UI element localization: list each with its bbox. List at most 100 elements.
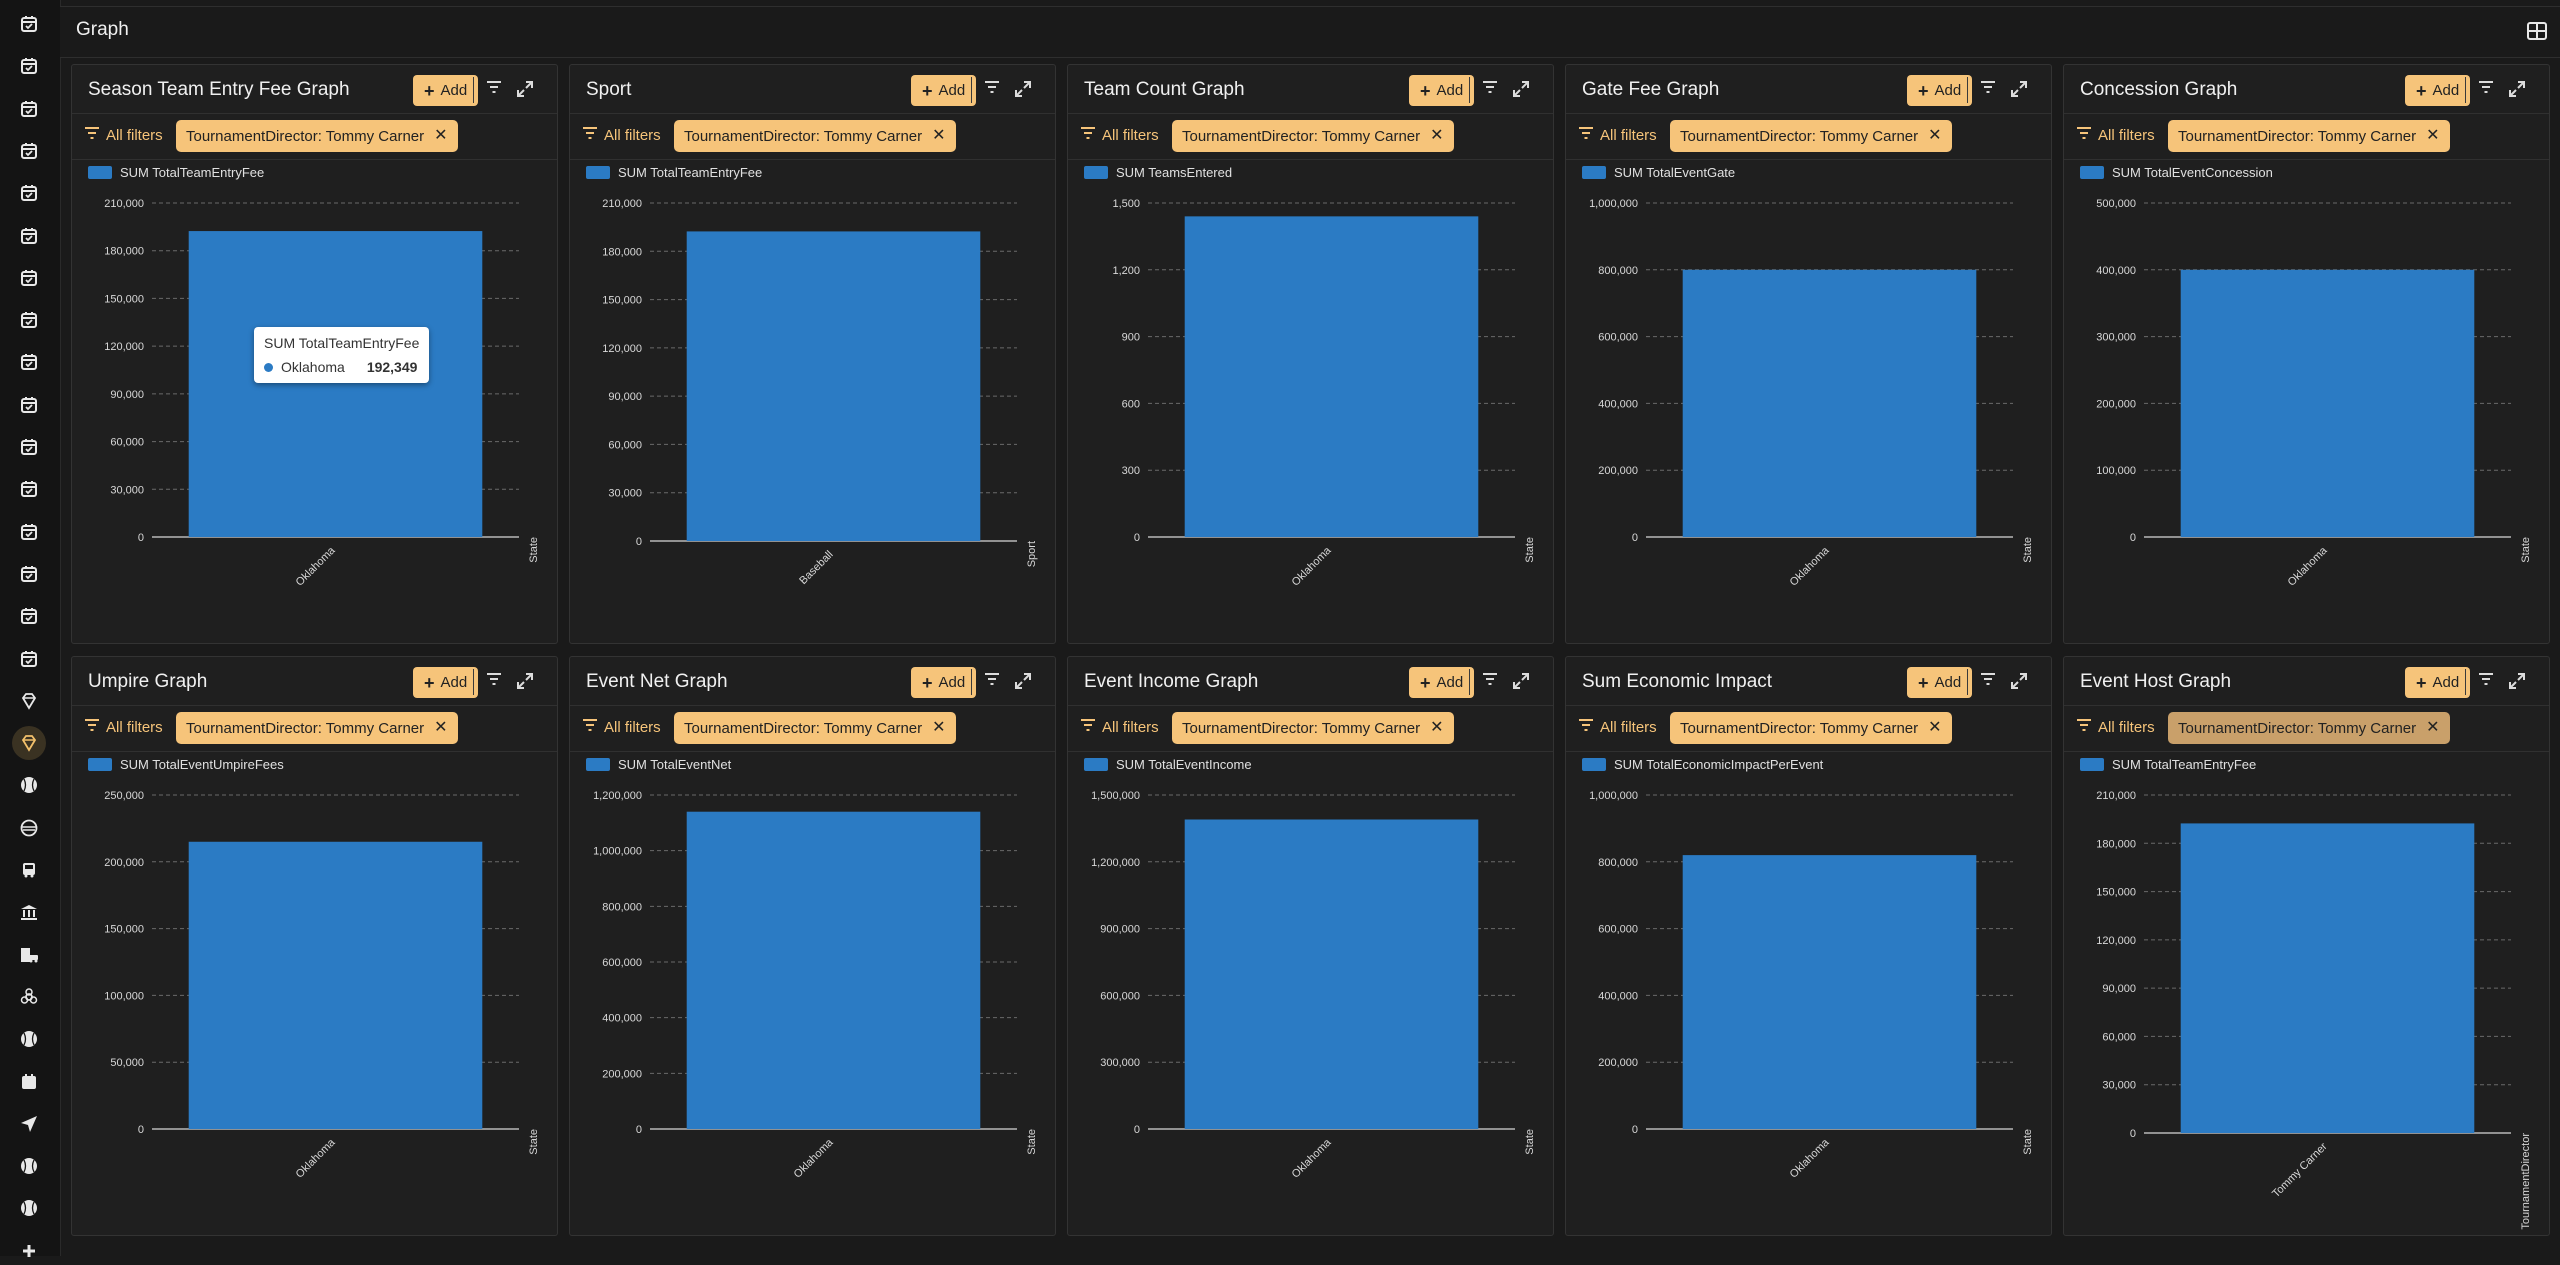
bar[interactable] — [686, 231, 981, 541]
calendar-check-icon[interactable] — [15, 475, 43, 503]
expand-icon[interactable] — [1512, 80, 1530, 98]
add-button[interactable]: + Add — [1409, 75, 1475, 106]
chart-legend[interactable]: SUM TotalEconomicImpactPerEvent — [1582, 757, 1823, 772]
calendar-check-icon[interactable] — [15, 306, 43, 334]
all-filters-button[interactable]: All filters — [1080, 718, 1159, 736]
filter-icon[interactable] — [1980, 80, 1998, 98]
calendar-check-icon[interactable] — [15, 518, 43, 546]
all-filters-button[interactable]: All filters — [2076, 126, 2155, 144]
expand-icon[interactable] — [516, 80, 534, 98]
close-icon[interactable]: ✕ — [1430, 127, 1444, 144]
chart-legend[interactable]: SUM TeamsEntered — [1084, 165, 1232, 180]
bar[interactable] — [686, 811, 981, 1129]
filter-icon[interactable] — [1980, 672, 1998, 690]
filter-chip[interactable]: TournamentDirector: Tommy Carner ✕ — [176, 120, 458, 152]
add-button[interactable]: + Add — [1907, 667, 1973, 698]
close-icon[interactable]: ✕ — [2426, 127, 2440, 144]
filter-icon[interactable] — [1482, 672, 1500, 690]
bar[interactable] — [1682, 269, 1977, 537]
filter-icon[interactable] — [984, 80, 1002, 98]
filter-chip[interactable]: TournamentDirector: Tommy Carner ✕ — [1172, 120, 1454, 152]
add-button[interactable]: + Add — [1409, 667, 1475, 698]
chart-legend[interactable]: SUM TotalEventUmpireFees — [88, 757, 284, 772]
expand-icon[interactable] — [516, 672, 534, 690]
filter-icon[interactable] — [1482, 80, 1500, 98]
calendar-check-icon[interactable] — [15, 222, 43, 250]
bar[interactable] — [2180, 269, 2475, 537]
all-filters-button[interactable]: All filters — [2076, 718, 2155, 736]
building-car-icon[interactable] — [15, 941, 43, 969]
add-button[interactable]: + Add — [413, 75, 479, 106]
calendar-check-icon[interactable] — [15, 348, 43, 376]
baseball-icon[interactable] — [15, 1152, 43, 1180]
filter-chip[interactable]: TournamentDirector: Tommy Carner ✕ — [1670, 120, 1952, 152]
calendar-check-icon[interactable] — [15, 433, 43, 461]
calendar-check-icon[interactable] — [15, 264, 43, 292]
filter-chip[interactable]: TournamentDirector: Tommy Carner ✕ — [674, 120, 956, 152]
close-icon[interactable]: ✕ — [2426, 719, 2440, 736]
bus-icon[interactable] — [15, 856, 43, 884]
filter-icon[interactable] — [2478, 672, 2496, 690]
expand-icon[interactable] — [2508, 80, 2526, 98]
add-button[interactable]: + Add — [911, 667, 977, 698]
baseball-icon[interactable] — [15, 771, 43, 799]
chart-legend[interactable]: SUM TotalTeamEntryFee — [586, 165, 762, 180]
filter-chip[interactable]: TournamentDirector: Tommy Carner ✕ — [176, 712, 458, 744]
filter-chip[interactable]: TournamentDirector: Tommy Carner ✕ — [1172, 712, 1454, 744]
plus-icon[interactable] — [15, 1237, 43, 1265]
bar[interactable] — [188, 231, 483, 537]
baseball-icon[interactable] — [15, 1194, 43, 1222]
diamond-icon[interactable] — [12, 726, 46, 761]
close-icon[interactable]: ✕ — [1928, 719, 1942, 736]
calendar-check-icon[interactable] — [15, 391, 43, 419]
bar[interactable] — [1184, 216, 1479, 538]
expand-icon[interactable] — [1512, 672, 1530, 690]
close-icon[interactable]: ✕ — [434, 719, 448, 736]
calendar-icon[interactable] — [15, 1068, 43, 1096]
expand-icon[interactable] — [1014, 80, 1032, 98]
filter-icon[interactable] — [2478, 80, 2496, 98]
add-button[interactable]: + Add — [2405, 75, 2471, 106]
all-filters-button[interactable]: All filters — [1578, 126, 1657, 144]
chart-legend[interactable]: SUM TotalEventIncome — [1084, 757, 1252, 772]
mask-icon[interactable] — [15, 814, 43, 842]
close-icon[interactable]: ✕ — [1430, 719, 1444, 736]
bank-icon[interactable] — [15, 898, 43, 926]
filter-chip[interactable]: TournamentDirector: Tommy Carner ✕ — [674, 712, 956, 744]
chart-legend[interactable]: SUM TotalEventConcession — [2080, 165, 2273, 180]
add-button[interactable]: + Add — [1907, 75, 1973, 106]
expand-icon[interactable] — [1014, 672, 1032, 690]
add-button[interactable]: + Add — [2405, 667, 2471, 698]
baseball-icon[interactable] — [15, 1025, 43, 1053]
filter-chip[interactable]: TournamentDirector: Tommy Carner ✕ — [1670, 712, 1952, 744]
calendar-check-icon[interactable] — [15, 645, 43, 673]
layout-grid-icon[interactable] — [2526, 20, 2548, 42]
expand-icon[interactable] — [2508, 672, 2526, 690]
close-icon[interactable]: ✕ — [434, 127, 448, 144]
filter-icon[interactable] — [486, 672, 504, 690]
filter-chip[interactable]: TournamentDirector: Tommy Carner ✕ — [2168, 712, 2450, 744]
expand-icon[interactable] — [2010, 672, 2028, 690]
all-filters-button[interactable]: All filters — [1578, 718, 1657, 736]
all-filters-button[interactable]: All filters — [84, 718, 163, 736]
calendar-check-icon[interactable] — [15, 560, 43, 588]
all-filters-button[interactable]: All filters — [582, 718, 661, 736]
filter-icon[interactable] — [486, 80, 504, 98]
close-icon[interactable]: ✕ — [932, 127, 946, 144]
bar[interactable] — [2180, 823, 2475, 1133]
all-filters-button[interactable]: All filters — [582, 126, 661, 144]
bar[interactable] — [1184, 819, 1479, 1129]
bar[interactable] — [188, 841, 483, 1129]
all-filters-button[interactable]: All filters — [84, 126, 163, 144]
diamond-icon[interactable] — [15, 687, 43, 715]
bar[interactable] — [1682, 855, 1977, 1129]
add-button[interactable]: + Add — [911, 75, 977, 106]
calendar-check-icon[interactable] — [15, 137, 43, 165]
add-button[interactable]: + Add — [413, 667, 479, 698]
close-icon[interactable]: ✕ — [1928, 127, 1942, 144]
chart-legend[interactable]: SUM TotalTeamEntryFee — [2080, 757, 2256, 772]
calendar-check-icon[interactable] — [15, 95, 43, 123]
send-icon[interactable] — [15, 1110, 43, 1138]
calendar-check-icon[interactable] — [15, 10, 43, 38]
chart-legend[interactable]: SUM TotalEventNet — [586, 757, 731, 772]
